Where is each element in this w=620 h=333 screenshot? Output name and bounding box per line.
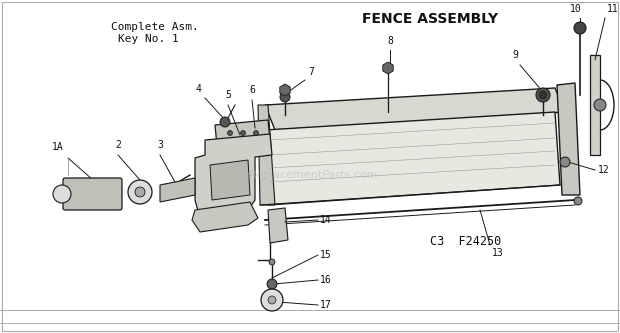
Text: 4: 4 (195, 84, 201, 94)
Circle shape (254, 131, 259, 136)
Circle shape (128, 180, 152, 204)
Text: 15: 15 (320, 250, 332, 260)
Polygon shape (215, 120, 270, 146)
Circle shape (53, 185, 71, 203)
Circle shape (135, 187, 145, 197)
Circle shape (539, 91, 547, 99)
Text: 12: 12 (598, 165, 609, 175)
Polygon shape (210, 160, 250, 200)
Polygon shape (265, 88, 565, 130)
Text: eReplacementParts.com: eReplacementParts.com (242, 170, 378, 180)
Text: 1A: 1A (52, 142, 64, 152)
Text: Key No. 1: Key No. 1 (118, 34, 179, 44)
Text: 16: 16 (320, 275, 332, 285)
Text: 2: 2 (115, 140, 121, 150)
Circle shape (268, 296, 276, 304)
Text: 7: 7 (308, 67, 314, 77)
Text: 9: 9 (512, 50, 518, 60)
Text: FENCE ASSEMBLY: FENCE ASSEMBLY (362, 12, 498, 26)
Text: Complete Asm.: Complete Asm. (111, 22, 199, 32)
Text: 8: 8 (387, 36, 393, 46)
Circle shape (228, 131, 232, 136)
Text: 14: 14 (320, 215, 332, 225)
Text: 6: 6 (249, 85, 255, 95)
FancyBboxPatch shape (63, 178, 122, 210)
Polygon shape (557, 83, 580, 195)
Polygon shape (258, 105, 275, 205)
Circle shape (594, 99, 606, 111)
Circle shape (241, 131, 246, 136)
Polygon shape (160, 178, 195, 202)
Circle shape (269, 259, 275, 265)
Text: 10: 10 (570, 4, 582, 14)
Polygon shape (195, 134, 272, 218)
Text: 13: 13 (492, 248, 503, 258)
Circle shape (280, 92, 290, 102)
Circle shape (560, 157, 570, 167)
Polygon shape (192, 202, 258, 232)
Circle shape (267, 279, 277, 289)
Circle shape (574, 22, 586, 34)
Polygon shape (265, 112, 560, 205)
Text: C3  F24250: C3 F24250 (430, 235, 501, 248)
Text: 3: 3 (157, 140, 163, 150)
Text: 11: 11 (607, 4, 619, 14)
Circle shape (220, 117, 230, 127)
Circle shape (536, 88, 550, 102)
Circle shape (261, 289, 283, 311)
Circle shape (574, 197, 582, 205)
Text: 17: 17 (320, 300, 332, 310)
Text: 5: 5 (225, 90, 231, 100)
Polygon shape (268, 208, 288, 243)
Polygon shape (590, 55, 600, 155)
